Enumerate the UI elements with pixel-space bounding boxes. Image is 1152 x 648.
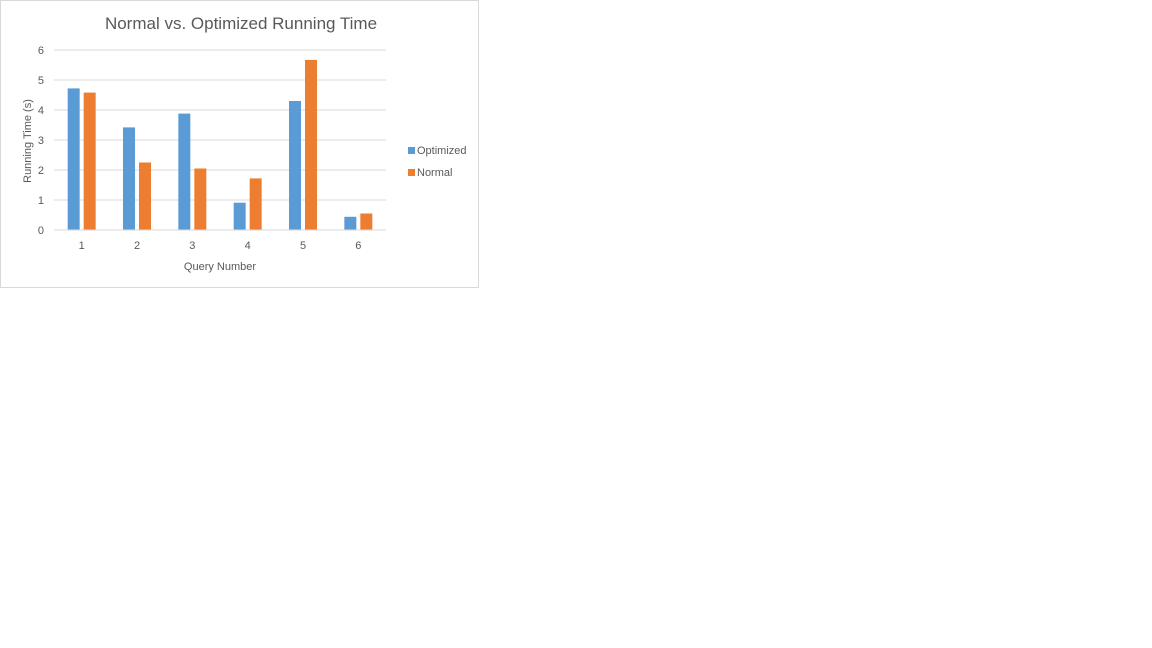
x-tick-label: 4 <box>245 240 251 252</box>
y-axis-label: Running Time (s) <box>22 99 34 183</box>
bar-optimized-6 <box>344 216 357 230</box>
y-tick-label: 0 <box>38 225 44 237</box>
bar-normal-2 <box>139 162 151 230</box>
gridlines <box>54 49 386 201</box>
y-tick-label: 1 <box>38 195 44 207</box>
x-tick-label: 1 <box>79 240 85 252</box>
x-tick-label: 6 <box>355 240 361 252</box>
legend-swatch-optimized <box>408 147 415 154</box>
bar-normal-3 <box>194 168 207 230</box>
x-tick-label: 3 <box>189 240 195 252</box>
legend-label-normal: Normal <box>417 167 452 179</box>
bar-normal-5 <box>305 59 317 231</box>
x-tick-label: 5 <box>300 240 306 252</box>
bar-optimized-5 <box>289 101 301 230</box>
chart-container: Normal vs. Optimized Running Time 0 1 2 3 4 5… <box>0 0 479 288</box>
y-tick-label: 3 <box>38 135 44 147</box>
x-axis-label: Query Number <box>184 261 256 273</box>
bar-normal-6 <box>360 213 373 230</box>
bar-optimized-4 <box>233 202 246 230</box>
chart-title: Normal vs. Optimized Running Time <box>105 14 377 33</box>
bar-optimized-3 <box>178 113 191 230</box>
bar-optimized-2 <box>123 127 135 230</box>
legend-label-optimized: Optimized <box>417 145 467 157</box>
x-axis-tick-labels: 1 2 3 4 5 6 <box>79 240 362 252</box>
y-axis-tick-labels: 0 1 2 3 4 5 6 <box>38 45 44 237</box>
bars <box>67 59 373 231</box>
legend: Optimized Normal <box>408 145 467 179</box>
bar-normal-1 <box>83 92 96 230</box>
y-tick-label: 5 <box>38 75 44 87</box>
bar-normal-4 <box>249 178 262 230</box>
y-tick-label: 2 <box>38 165 44 177</box>
bar-chart: Normal vs. Optimized Running Time 0 1 2 3 4 5… <box>22 14 467 273</box>
y-tick-label: 6 <box>38 45 44 57</box>
y-tick-label: 4 <box>38 105 44 117</box>
legend-swatch-normal <box>408 169 415 176</box>
x-tick-label: 2 <box>134 240 140 252</box>
bar-optimized-1 <box>67 88 80 231</box>
